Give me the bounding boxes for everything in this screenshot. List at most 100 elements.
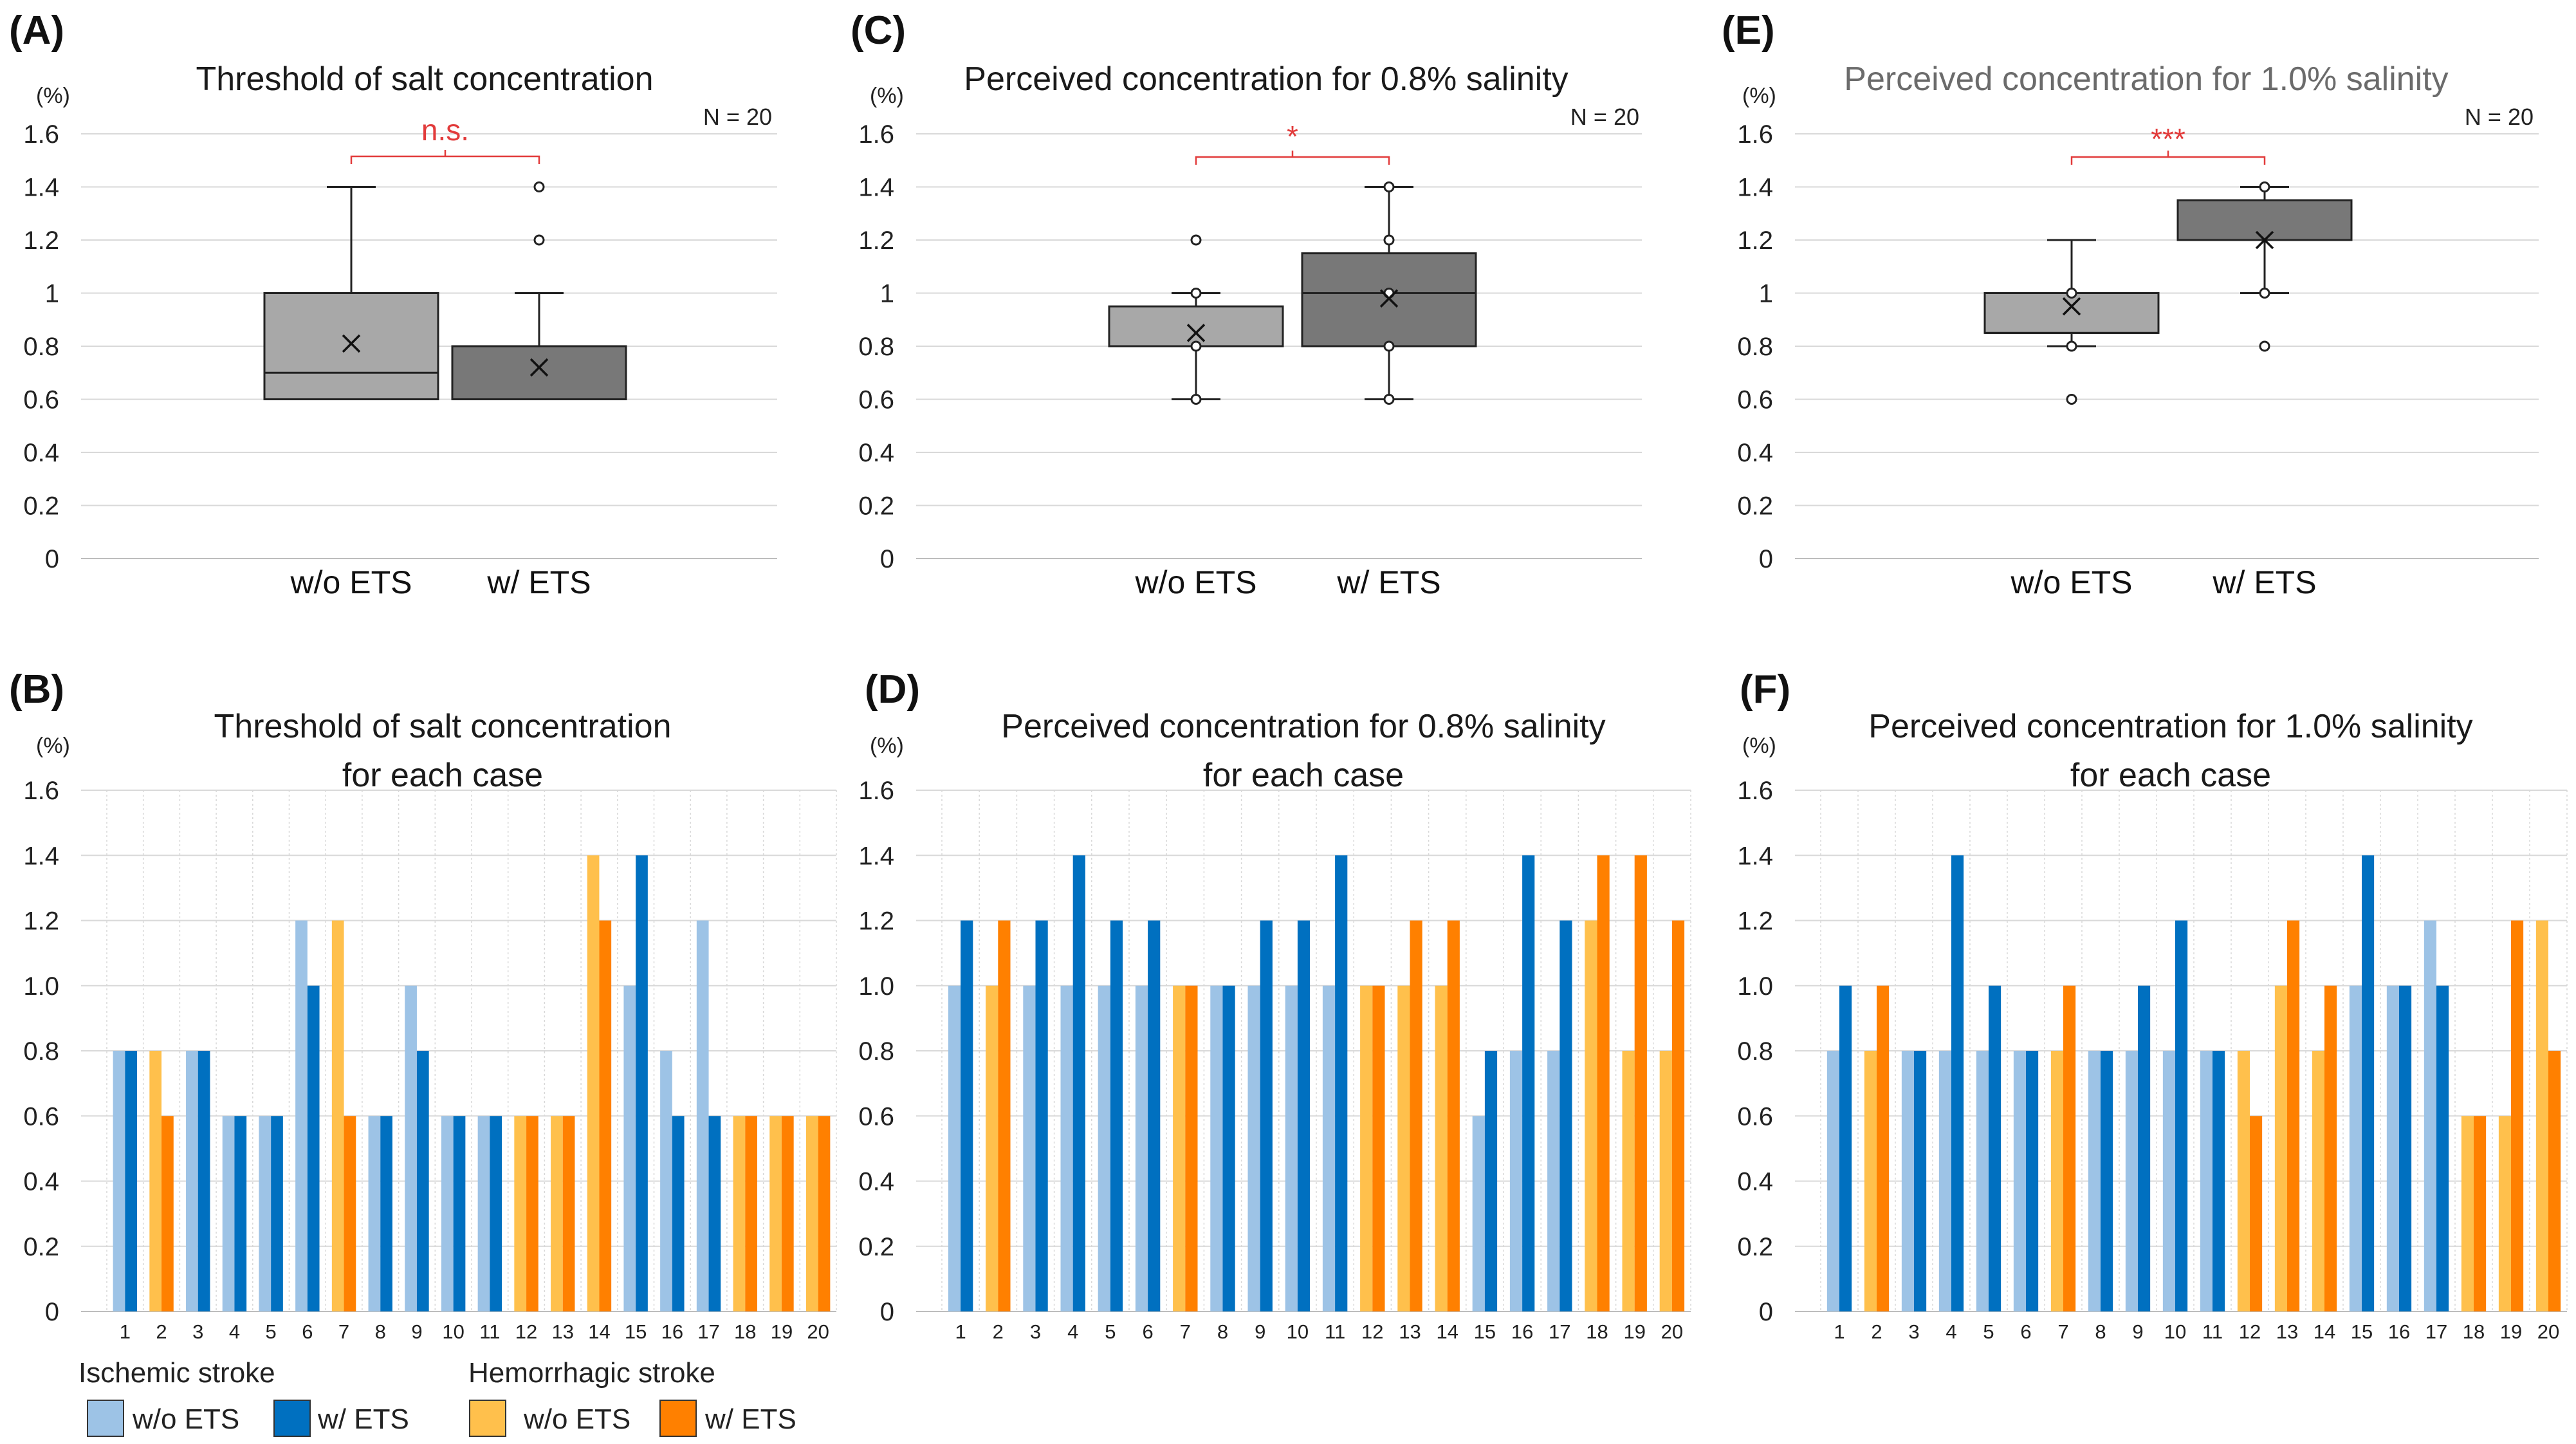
legend-hemorrhagic-title: Hemorrhagic stroke xyxy=(468,1357,715,1389)
bar-wo-ets xyxy=(2050,1051,2063,1311)
y-tick-label: 0.2 xyxy=(858,1233,894,1261)
bar-wo-ets xyxy=(1210,985,1223,1311)
mean-marker xyxy=(529,358,549,377)
bar-wo-ets xyxy=(2013,1051,2026,1311)
x-tick-label: 15 xyxy=(625,1320,647,1343)
x-tick-label: 10 xyxy=(2164,1320,2186,1343)
bar-wo-ets xyxy=(551,1116,563,1311)
bar-wo-ets xyxy=(331,920,344,1311)
y-tick-label: 0.2 xyxy=(23,1233,59,1261)
bar-wo-ets xyxy=(1585,920,1597,1311)
data-point xyxy=(1383,394,1395,405)
y-tick-label: 1 xyxy=(45,280,59,308)
bar-wo-ets xyxy=(295,920,308,1311)
legend-label-ischemic-wo-ets: w/o ETS xyxy=(132,1403,239,1435)
x-tick-label: 9 xyxy=(2132,1320,2143,1343)
bar-w-ets xyxy=(2474,1116,2487,1311)
bar-w-ets xyxy=(1035,920,1048,1311)
panel-b-letter: (B) xyxy=(9,667,64,712)
bar-w-ets xyxy=(998,920,1011,1311)
y-tick-label: 1.0 xyxy=(1737,972,1773,1001)
bar-w-ets xyxy=(2026,1051,2039,1311)
data-point xyxy=(1383,340,1395,352)
panel-c-letter: (C) xyxy=(851,8,906,53)
bar-wo-ets xyxy=(1322,985,1336,1311)
x-tick-label: 12 xyxy=(1361,1320,1383,1343)
x-tick-label: 6 xyxy=(302,1320,313,1343)
y-tick-label: 0.8 xyxy=(1737,1037,1773,1066)
x-tick-label: 16 xyxy=(661,1320,683,1343)
bar-wo-ets xyxy=(2535,920,2548,1311)
x-tick-label: 15 xyxy=(2351,1320,2373,1343)
bar-w-ets xyxy=(1372,985,1385,1311)
bar-wo-ets xyxy=(1173,985,1186,1311)
x-tick-label: 8 xyxy=(1217,1320,1228,1343)
x-tick-label: 13 xyxy=(552,1320,574,1343)
bar-w-ets xyxy=(2175,920,2188,1311)
bar-wo-ets xyxy=(514,1116,527,1311)
box xyxy=(1983,292,2160,334)
bar-wo-ets xyxy=(660,1051,672,1311)
significance-bracket xyxy=(1195,151,1390,165)
x-tick-label: 1 xyxy=(1834,1320,1845,1343)
bar-w-ets xyxy=(1634,855,1647,1311)
y-tick-label: 0.6 xyxy=(1737,1102,1773,1131)
box xyxy=(451,345,627,400)
x-category-label: w/ ETS xyxy=(2212,564,2316,600)
x-category-label: w/ ETS xyxy=(486,564,591,600)
bar-wo-ets xyxy=(587,855,600,1311)
legend: Ischemic stroke Hemorrhagic stroke w/o E… xyxy=(78,1357,796,1437)
y-tick-label: 0.2 xyxy=(1737,1233,1773,1261)
bar-wo-ets xyxy=(1938,1051,1951,1311)
y-tick-label: 1.6 xyxy=(1737,120,1773,149)
panel-d-title-2: for each case xyxy=(1203,757,1404,794)
y-tick-label: 1.4 xyxy=(858,174,894,202)
bar-w-ets xyxy=(636,855,648,1311)
bar-wo-ets xyxy=(2162,1051,2175,1311)
panel-e: (E) Perceived concentration for 1.0% sal… xyxy=(1722,8,2539,600)
y-tick-label: 1.4 xyxy=(23,842,59,870)
bar-wo-ets xyxy=(441,1116,454,1311)
x-tick-label: 18 xyxy=(734,1320,756,1343)
bar-w-ets xyxy=(599,920,612,1311)
bar-wo-ets xyxy=(1901,1051,1914,1311)
x-tick-label: 15 xyxy=(1474,1320,1496,1343)
bar-wo-ets xyxy=(1435,985,1448,1311)
x-tick-label: 8 xyxy=(2095,1320,2106,1343)
panel-b-unit: (%) xyxy=(36,734,70,758)
y-tick-label: 0.6 xyxy=(858,1102,894,1131)
y-tick-label: 1.6 xyxy=(23,777,59,805)
panel-b-plot: 00.20.40.60.81.01.21.41.61 2 3 4 5 6 7 8 9 10 11 12… xyxy=(23,777,837,1343)
bar-wo-ets xyxy=(2349,985,2362,1311)
mean-marker xyxy=(342,334,361,353)
bar-wo-ets xyxy=(405,985,417,1311)
y-tick-label: 0.4 xyxy=(23,439,59,467)
bar-wo-ets xyxy=(2424,920,2436,1311)
bar-wo-ets xyxy=(1285,985,1298,1311)
data-point xyxy=(1190,340,1202,352)
bar-wo-ets xyxy=(259,1116,271,1311)
bar-wo-ets xyxy=(1622,1051,1635,1311)
bar-w-ets xyxy=(1222,985,1235,1311)
bar-w-ets xyxy=(2101,1051,2113,1311)
data-point xyxy=(2066,340,2077,352)
legend-swatch-ischemic-w-ets xyxy=(273,1400,311,1437)
x-tick-label: 4 xyxy=(1067,1320,1078,1343)
bar-wo-ets xyxy=(113,1051,125,1311)
significance-label: *** xyxy=(2151,122,2185,156)
panel-b-title-1: Threshold of salt concentration xyxy=(214,708,671,745)
bar-w-ets xyxy=(2511,920,2524,1311)
data-point xyxy=(1383,234,1395,246)
bar-wo-ets xyxy=(805,1116,818,1311)
x-tick-label: 11 xyxy=(2202,1320,2223,1343)
bar-wo-ets xyxy=(2386,985,2399,1311)
bar-wo-ets xyxy=(2200,1051,2213,1311)
bar-wo-ets xyxy=(2088,1051,2101,1311)
legend-label-hemorrhagic-w-ets: w/ ETS xyxy=(704,1403,796,1435)
panel-c-unit: (%) xyxy=(870,84,904,108)
x-category-label: w/ ETS xyxy=(1336,564,1440,600)
bar-wo-ets xyxy=(2125,1051,2138,1311)
panel-d-letter: (D) xyxy=(865,667,920,712)
x-tick-label: 17 xyxy=(2425,1320,2447,1343)
y-tick-label: 1.6 xyxy=(858,777,894,805)
